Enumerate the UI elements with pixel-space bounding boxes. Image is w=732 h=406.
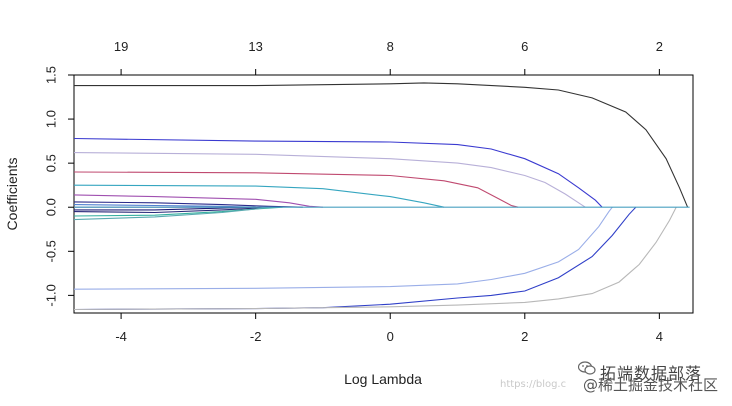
top-tick-label: 6	[521, 39, 528, 54]
series-line-14	[73, 206, 613, 290]
series-line-1	[74, 82, 689, 208]
x-tick-label: -4	[115, 329, 127, 344]
series-line-4	[73, 171, 519, 208]
series-line-6	[73, 194, 323, 208]
x-tick-label: 0	[387, 329, 394, 344]
axes-layer: -4 -2 0 2 4 -1.0 -0.5 0.0 0.5 1.0 1.5 19 13 8 6 2	[43, 39, 663, 344]
series-line-16	[73, 206, 677, 311]
top-tick-label: 13	[248, 39, 262, 54]
watermark-url: https://blog.c	[500, 379, 567, 390]
x-tick-label: -2	[250, 329, 262, 344]
series-line-12	[73, 206, 283, 217]
series-line-15	[73, 206, 637, 311]
top-tick-label: 19	[114, 39, 128, 54]
series-line-7	[73, 201, 303, 208]
y-tick-label: 0.5	[43, 154, 58, 172]
y-tick-label: 1.5	[43, 66, 58, 84]
watermark-subtitle: @稀土掘金技术社区	[583, 376, 719, 394]
series-line-3	[73, 152, 586, 208]
x-axis-label: Log Lambda	[344, 371, 422, 387]
x-tick-label: 2	[521, 329, 528, 344]
x-tick-label: 4	[656, 329, 663, 344]
series-line-5	[73, 184, 445, 208]
y-tick-label: -0.5	[43, 240, 58, 262]
wechat-icon	[578, 361, 596, 375]
y-tick-label: -1.0	[43, 284, 58, 306]
y-tick-label: 0.0	[43, 198, 58, 216]
plot-box	[73, 74, 694, 314]
y-axis-label: Coefficients	[4, 158, 20, 231]
top-tick-label: 2	[656, 39, 663, 54]
y-tick-label: 1.0	[43, 110, 58, 128]
watermark-brand: 拓端数据部落	[600, 364, 703, 383]
top-tick-label: 8	[387, 39, 394, 54]
series-line-2	[73, 137, 603, 208]
series-line-11	[73, 206, 270, 214]
series-layer	[73, 82, 690, 311]
series-line-13	[73, 206, 270, 221]
